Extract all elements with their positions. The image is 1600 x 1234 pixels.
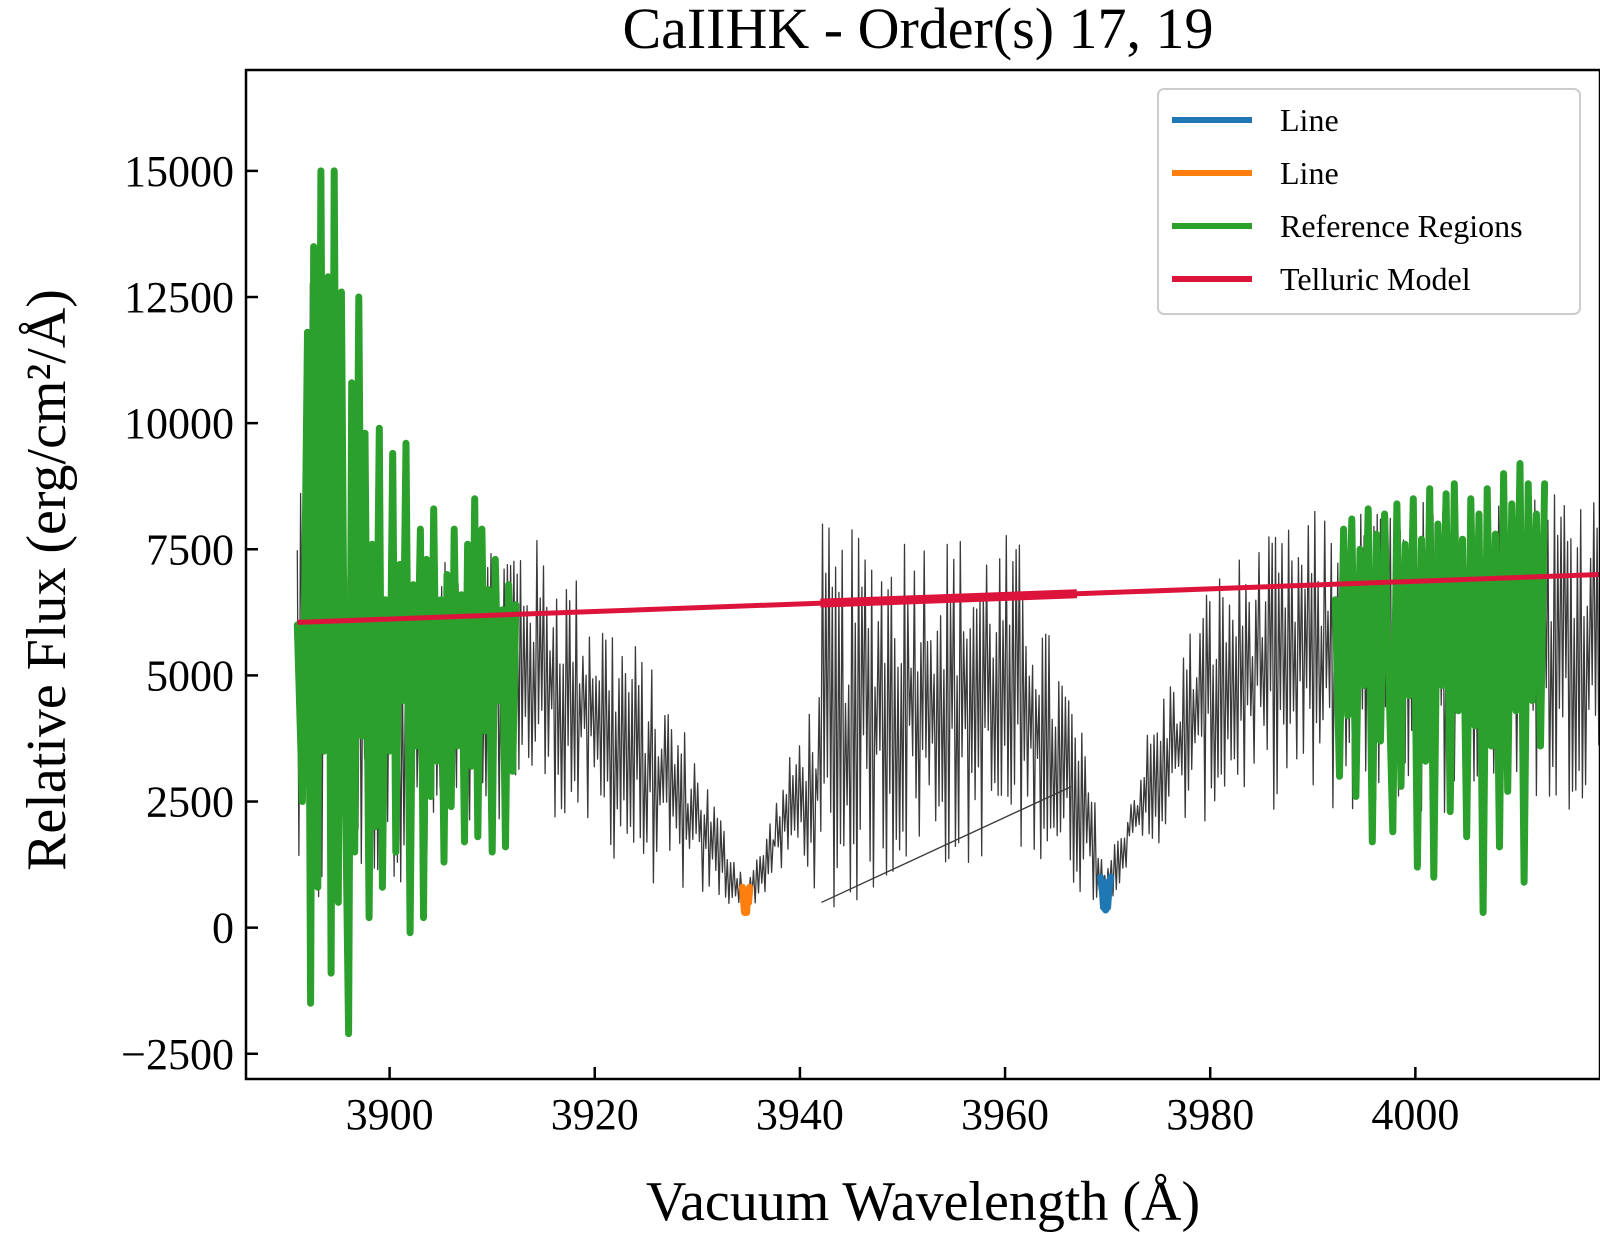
legend-label: Telluric Model	[1280, 261, 1471, 297]
legend-label: Line	[1280, 102, 1339, 138]
reference-region-1	[293, 167, 520, 1038]
y-tick-label: 2500	[146, 778, 234, 827]
y-axis-label: Relative Flux (erg/cm²/Å)	[16, 289, 78, 871]
plot-content	[293, 167, 1600, 1038]
x-tick-label: 4000	[1371, 1090, 1459, 1139]
legend-label: Line	[1280, 155, 1339, 191]
x-axis: 3900 3920 3940 3960 3980 4000	[346, 1067, 1459, 1139]
y-tick-label: 15000	[124, 147, 234, 196]
y-tick-label: −2500	[121, 1030, 234, 1079]
spectrum-connector-line	[821, 785, 1073, 904]
y-tick-label: 5000	[146, 651, 234, 700]
line-feature-blue	[1097, 873, 1115, 914]
chart-title: CaIIHK - Order(s) 17, 19	[622, 0, 1213, 61]
legend-label: Reference Regions	[1280, 208, 1523, 244]
y-tick-label: 12500	[124, 273, 234, 322]
x-tick-label: 3960	[961, 1090, 1049, 1139]
x-axis-label: Vacuum Wavelength (Å)	[646, 1171, 1200, 1233]
x-tick-label: 3940	[756, 1090, 844, 1139]
x-tick-label: 3980	[1166, 1090, 1254, 1139]
y-tick-label: 7500	[146, 525, 234, 574]
plot-frame	[244, 68, 1600, 1081]
reference-region-2	[1331, 460, 1549, 916]
y-tick-label: 10000	[124, 399, 234, 448]
legend: Line Line Reference Regions Telluric Model	[1157, 88, 1581, 315]
line-feature-orange	[739, 883, 754, 916]
telluric-model-thick-segment	[820, 589, 1078, 608]
legend-box	[1157, 88, 1581, 315]
x-tick-label: 3900	[346, 1090, 434, 1139]
y-tick-label: 0	[212, 904, 234, 953]
y-axis: −2500 0 2500 5000 7500 10000 12500 15000	[121, 147, 258, 1079]
x-tick-label: 3920	[551, 1090, 639, 1139]
